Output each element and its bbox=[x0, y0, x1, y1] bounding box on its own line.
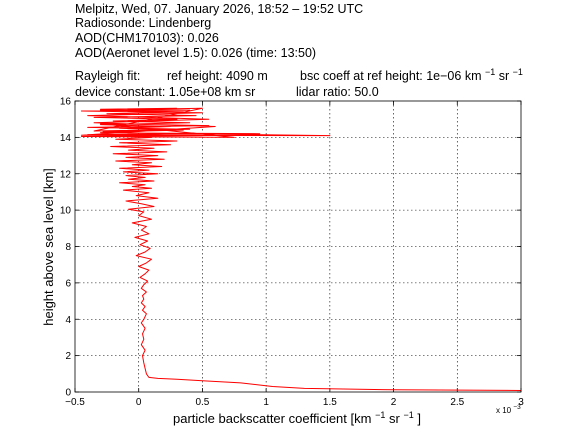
x-tick-label: 1 bbox=[263, 397, 269, 408]
x-multiplier-base: x 10 bbox=[496, 406, 512, 415]
x-axis-label-exp2: −1 bbox=[403, 410, 413, 420]
x-axis-label-sr: sr bbox=[389, 411, 401, 426]
x-tick-label: 3 bbox=[518, 397, 524, 408]
x-axis-label-exp1: −1 bbox=[375, 410, 385, 420]
x-tick-label: 2 bbox=[391, 397, 397, 408]
y-tick-label: 8 bbox=[65, 242, 71, 253]
aod-aeronet-label: AOD(Aeronet level 1.5): 0.026 (time: 13:… bbox=[75, 46, 316, 60]
bsc-coeff-exp1: −1 bbox=[485, 67, 495, 77]
grid-lines bbox=[75, 101, 521, 392]
x-axis-label-prefix: particle backscatter coefficient [km bbox=[173, 411, 371, 426]
y-tick-label: 4 bbox=[65, 315, 71, 326]
aod-chm-label: AOD(CHM170103): 0.026 bbox=[75, 31, 219, 45]
rayleigh-fit-label: Rayleigh fit: bbox=[75, 69, 140, 83]
y-tick-label: 16 bbox=[60, 97, 72, 108]
x-tick-label: 0.5 bbox=[195, 397, 209, 408]
y-tick-label: 6 bbox=[65, 278, 71, 289]
ref-height-label: ref height: 4090 m bbox=[167, 69, 268, 83]
y-tick-label: 10 bbox=[60, 206, 72, 217]
x-axis-label: particle backscatter coefficient [km −1 … bbox=[173, 406, 421, 426]
x-axis-label-suffix: ] bbox=[417, 411, 421, 426]
y-tick-label: 12 bbox=[60, 169, 72, 180]
bsc-coeff-label: bsc coeff at ref height: 1e−06 km −1 sr … bbox=[300, 64, 523, 83]
lidar-ratio-label: lidar ratio: 50.0 bbox=[296, 85, 379, 99]
plot-frame bbox=[74, 100, 522, 393]
x-tick-label: 2.5 bbox=[450, 397, 464, 408]
device-constant-label: device constant: 1.05e+08 km sr bbox=[75, 85, 255, 99]
x-tick-label: 0 bbox=[136, 397, 142, 408]
x-tick-label: −0.5 bbox=[65, 397, 85, 408]
x-multiplier-exp: −3 bbox=[513, 404, 521, 411]
plot-background bbox=[75, 101, 521, 392]
title-location-time: Melpitz, Wed, 07. January 2026, 18:52 – … bbox=[75, 2, 363, 16]
bsc-coeff-prefix: bsc coeff at ref height: 1e−06 km bbox=[300, 69, 481, 83]
y-axis-label: height above sea level [km] bbox=[41, 168, 56, 326]
x-multiplier: x 10 −3 bbox=[496, 404, 521, 415]
backscatter-profile-line bbox=[80, 107, 522, 391]
x-tick-label: 1.5 bbox=[323, 397, 337, 408]
radiosonde-label: Radiosonde: Lindenberg bbox=[75, 16, 211, 30]
bsc-coeff-exp2: −1 bbox=[513, 67, 523, 77]
y-tick-label: 0 bbox=[65, 388, 71, 399]
y-tick-label: 14 bbox=[60, 133, 72, 144]
bsc-coeff-sr: sr bbox=[499, 69, 509, 83]
y-tick-label: 2 bbox=[65, 351, 71, 362]
